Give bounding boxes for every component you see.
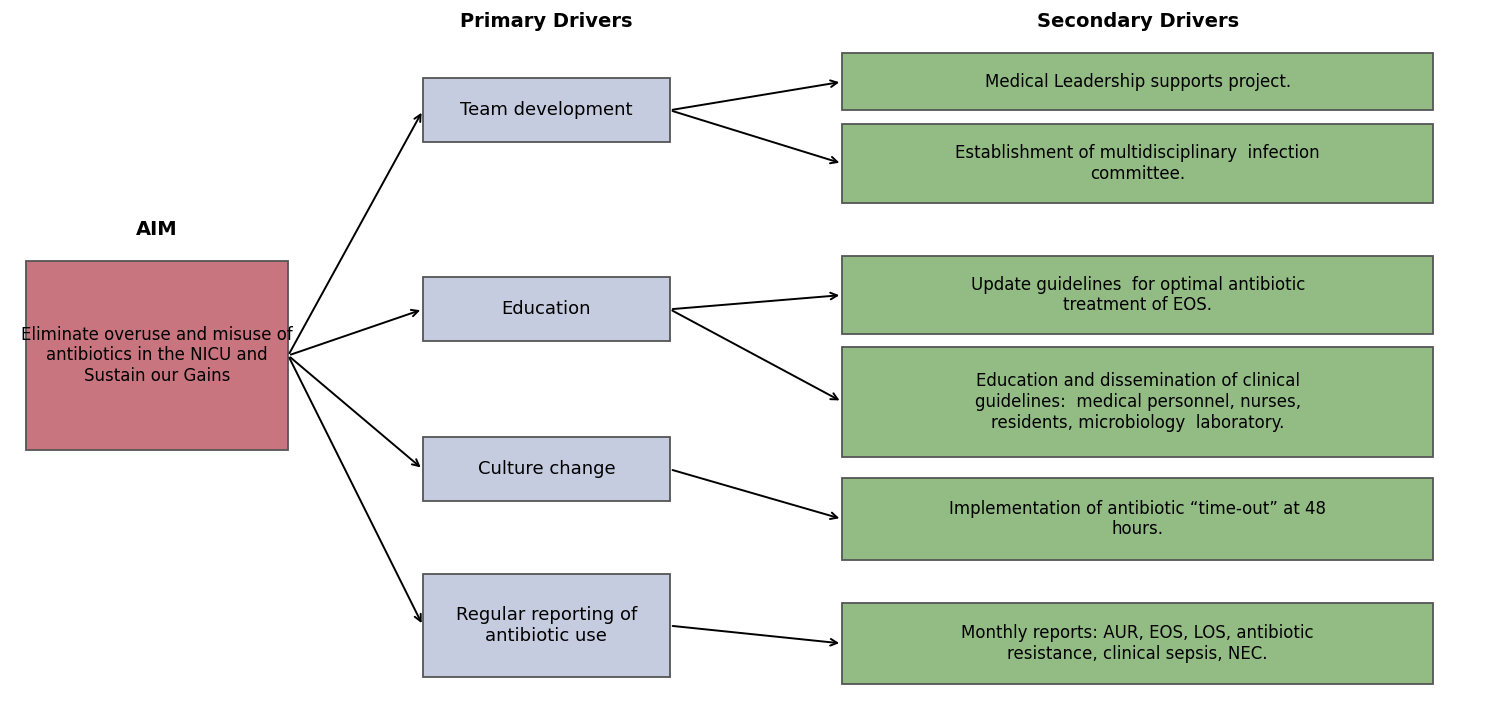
FancyBboxPatch shape	[27, 261, 289, 449]
Text: AIM: AIM	[136, 220, 178, 239]
FancyBboxPatch shape	[841, 478, 1434, 560]
Text: Monthly reports: AUR, EOS, LOS, antibiotic
resistance, clinical sepsis, NEC.: Monthly reports: AUR, EOS, LOS, antibiot…	[961, 624, 1314, 663]
Text: Education and dissemination of clinical
guidelines:  medical personnel, nurses,
: Education and dissemination of clinical …	[975, 372, 1301, 432]
FancyBboxPatch shape	[841, 347, 1434, 457]
FancyBboxPatch shape	[841, 603, 1434, 684]
FancyBboxPatch shape	[841, 124, 1434, 203]
FancyBboxPatch shape	[841, 53, 1434, 110]
Text: Medical Leadership supports project.: Medical Leadership supports project.	[985, 73, 1290, 91]
Text: Implementation of antibiotic “time-out” at 48
hours.: Implementation of antibiotic “time-out” …	[949, 500, 1326, 538]
Text: Culture change: Culture change	[478, 460, 615, 479]
Text: Establishment of multidisciplinary  infection
committee.: Establishment of multidisciplinary infec…	[955, 144, 1320, 183]
FancyBboxPatch shape	[424, 437, 671, 501]
Text: Update guidelines  for optimal antibiotic
treatment of EOS.: Update guidelines for optimal antibiotic…	[970, 276, 1305, 314]
Text: Team development: Team development	[460, 101, 633, 119]
FancyBboxPatch shape	[841, 256, 1434, 334]
Text: Primary Drivers: Primary Drivers	[460, 12, 633, 31]
Text: Eliminate overuse and misuse of
antibiotics in the NICU and
Sustain our Gains: Eliminate overuse and misuse of antibiot…	[21, 326, 293, 385]
FancyBboxPatch shape	[424, 277, 671, 341]
Text: Regular reporting of
antibiotic use: Regular reporting of antibiotic use	[455, 606, 638, 645]
FancyBboxPatch shape	[424, 574, 671, 677]
Text: Secondary Drivers: Secondary Drivers	[1036, 12, 1240, 31]
FancyBboxPatch shape	[424, 78, 671, 142]
Text: Education: Education	[501, 300, 591, 319]
